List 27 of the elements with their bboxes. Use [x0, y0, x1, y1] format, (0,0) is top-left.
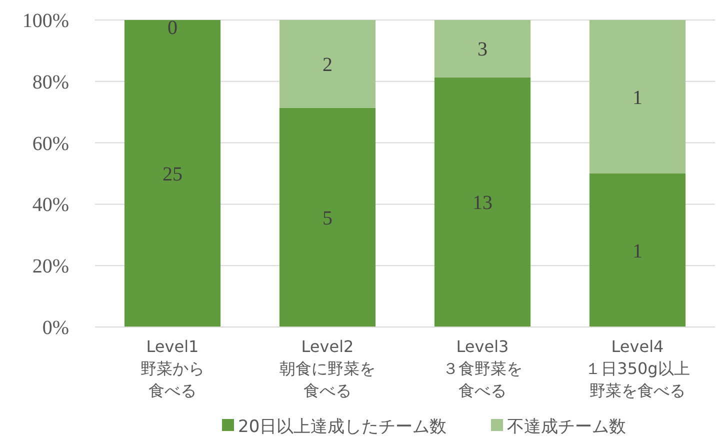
annotation: 2: [322, 54, 332, 76]
bar: [589, 20, 686, 174]
annotation: 3: [478, 38, 488, 61]
y-tick-label: 100%: [22, 10, 69, 32]
y-tick-label: 40%: [32, 194, 69, 216]
y-tick-label: 80%: [32, 71, 69, 94]
annotation: 0: [168, 17, 178, 39]
legend-label: 不達成チーム数: [507, 417, 626, 437]
annotation: 1: [632, 86, 642, 109]
bar: [279, 20, 376, 108]
bar: [589, 174, 686, 327]
x-tick-label: Level2朝食に野菜を食べる: [280, 337, 376, 400]
annotation: 1: [632, 240, 642, 262]
annotation: 13: [472, 192, 492, 214]
annotation: 25: [162, 164, 182, 186]
x-tick-label: Level3３食野菜を食べる: [442, 337, 522, 400]
bar: [279, 108, 376, 327]
bar: [434, 77, 531, 327]
legend-label: 20日以上達成したチーム数: [238, 417, 447, 437]
annotation: 5: [322, 207, 332, 230]
y-tick-label: 60%: [32, 132, 69, 155]
bar: [124, 20, 221, 327]
y-tick-label: 0%: [42, 317, 69, 339]
bar: [434, 20, 531, 78]
y-tick-label: 20%: [32, 256, 69, 278]
x-tick-label: Level1野菜から食べる: [140, 337, 204, 400]
x-tick-label: Level4１日350g以上野菜を食べる: [585, 337, 690, 400]
